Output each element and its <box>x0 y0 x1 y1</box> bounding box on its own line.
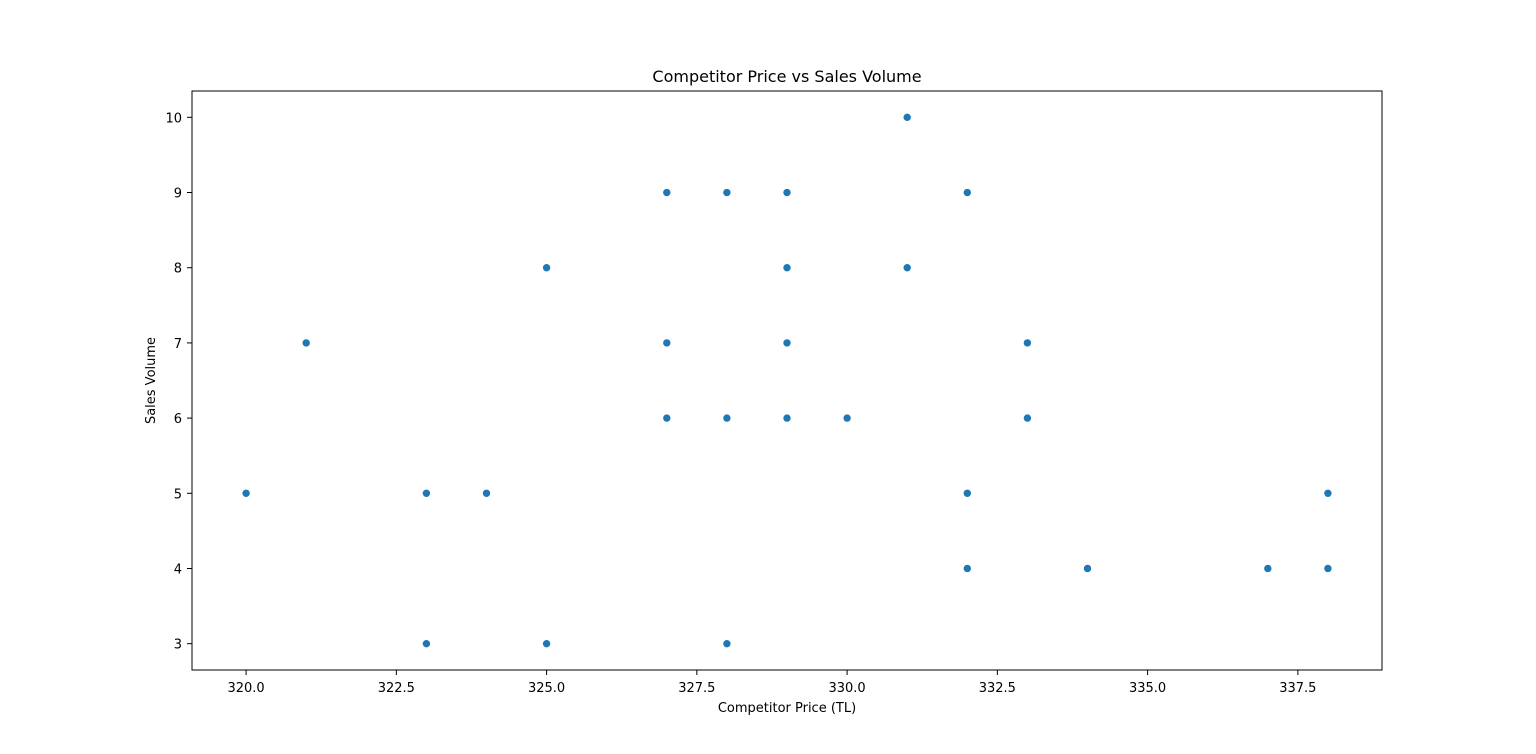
data-point <box>782 413 792 423</box>
data-point <box>782 338 792 348</box>
data-point <box>241 488 251 498</box>
data-point <box>722 188 732 197</box>
y-tick-label: 9 <box>174 187 182 202</box>
y-tick-label: 4 <box>174 562 182 577</box>
data-point <box>662 413 672 423</box>
y-tick-label: 3 <box>174 638 182 653</box>
y-tick-label: 5 <box>174 487 182 502</box>
data-point <box>902 113 912 122</box>
x-tick-label: 322.5 <box>378 681 415 696</box>
x-tick-label: 335.0 <box>1129 681 1166 696</box>
x-axis: 320.0 322.5 325.0 327.5 330.0 332.5 335.0 337.5 <box>227 670 1316 696</box>
data-point <box>722 413 732 423</box>
data-point <box>422 488 431 498</box>
data-point <box>782 188 792 197</box>
data-point <box>1263 564 1273 573</box>
data-point <box>1323 564 1333 573</box>
x-tick-label: 327.5 <box>678 681 715 696</box>
data-point <box>963 488 972 498</box>
y-tick-label: 7 <box>174 337 182 352</box>
y-tick-label: 8 <box>174 262 182 277</box>
data-point <box>542 639 551 648</box>
data-point <box>1323 488 1333 498</box>
x-tick-label: 325.0 <box>528 681 565 696</box>
data-point <box>963 188 972 197</box>
data-point <box>662 338 672 348</box>
data-point <box>722 639 732 648</box>
points-layer <box>241 113 1333 648</box>
data-point <box>963 564 972 573</box>
x-axis-label: Competitor Price (TL) <box>718 701 856 716</box>
data-point <box>902 263 912 273</box>
x-tick-label: 330.0 <box>828 681 865 696</box>
data-point <box>842 413 852 423</box>
data-point <box>1083 564 1092 573</box>
plot-area-frame <box>191 90 1383 671</box>
y-tick-label: 10 <box>165 111 182 126</box>
y-axis: 3 4 5 6 7 8 9 10 <box>165 111 192 653</box>
data-point <box>482 488 491 498</box>
x-tick-label: 332.5 <box>979 681 1016 696</box>
data-point <box>782 263 792 273</box>
chart-title: Competitor Price vs Sales Volume <box>652 67 921 86</box>
y-tick-label: 6 <box>174 412 182 427</box>
data-point <box>301 338 311 348</box>
data-point <box>422 639 431 648</box>
data-point <box>542 263 551 273</box>
x-tick-label: 337.5 <box>1279 681 1316 696</box>
data-point <box>1023 338 1032 348</box>
y-axis-label: Sales Volume <box>144 337 159 424</box>
data-point <box>1023 413 1032 423</box>
data-point <box>662 188 672 197</box>
x-tick-label: 320.0 <box>227 681 264 696</box>
